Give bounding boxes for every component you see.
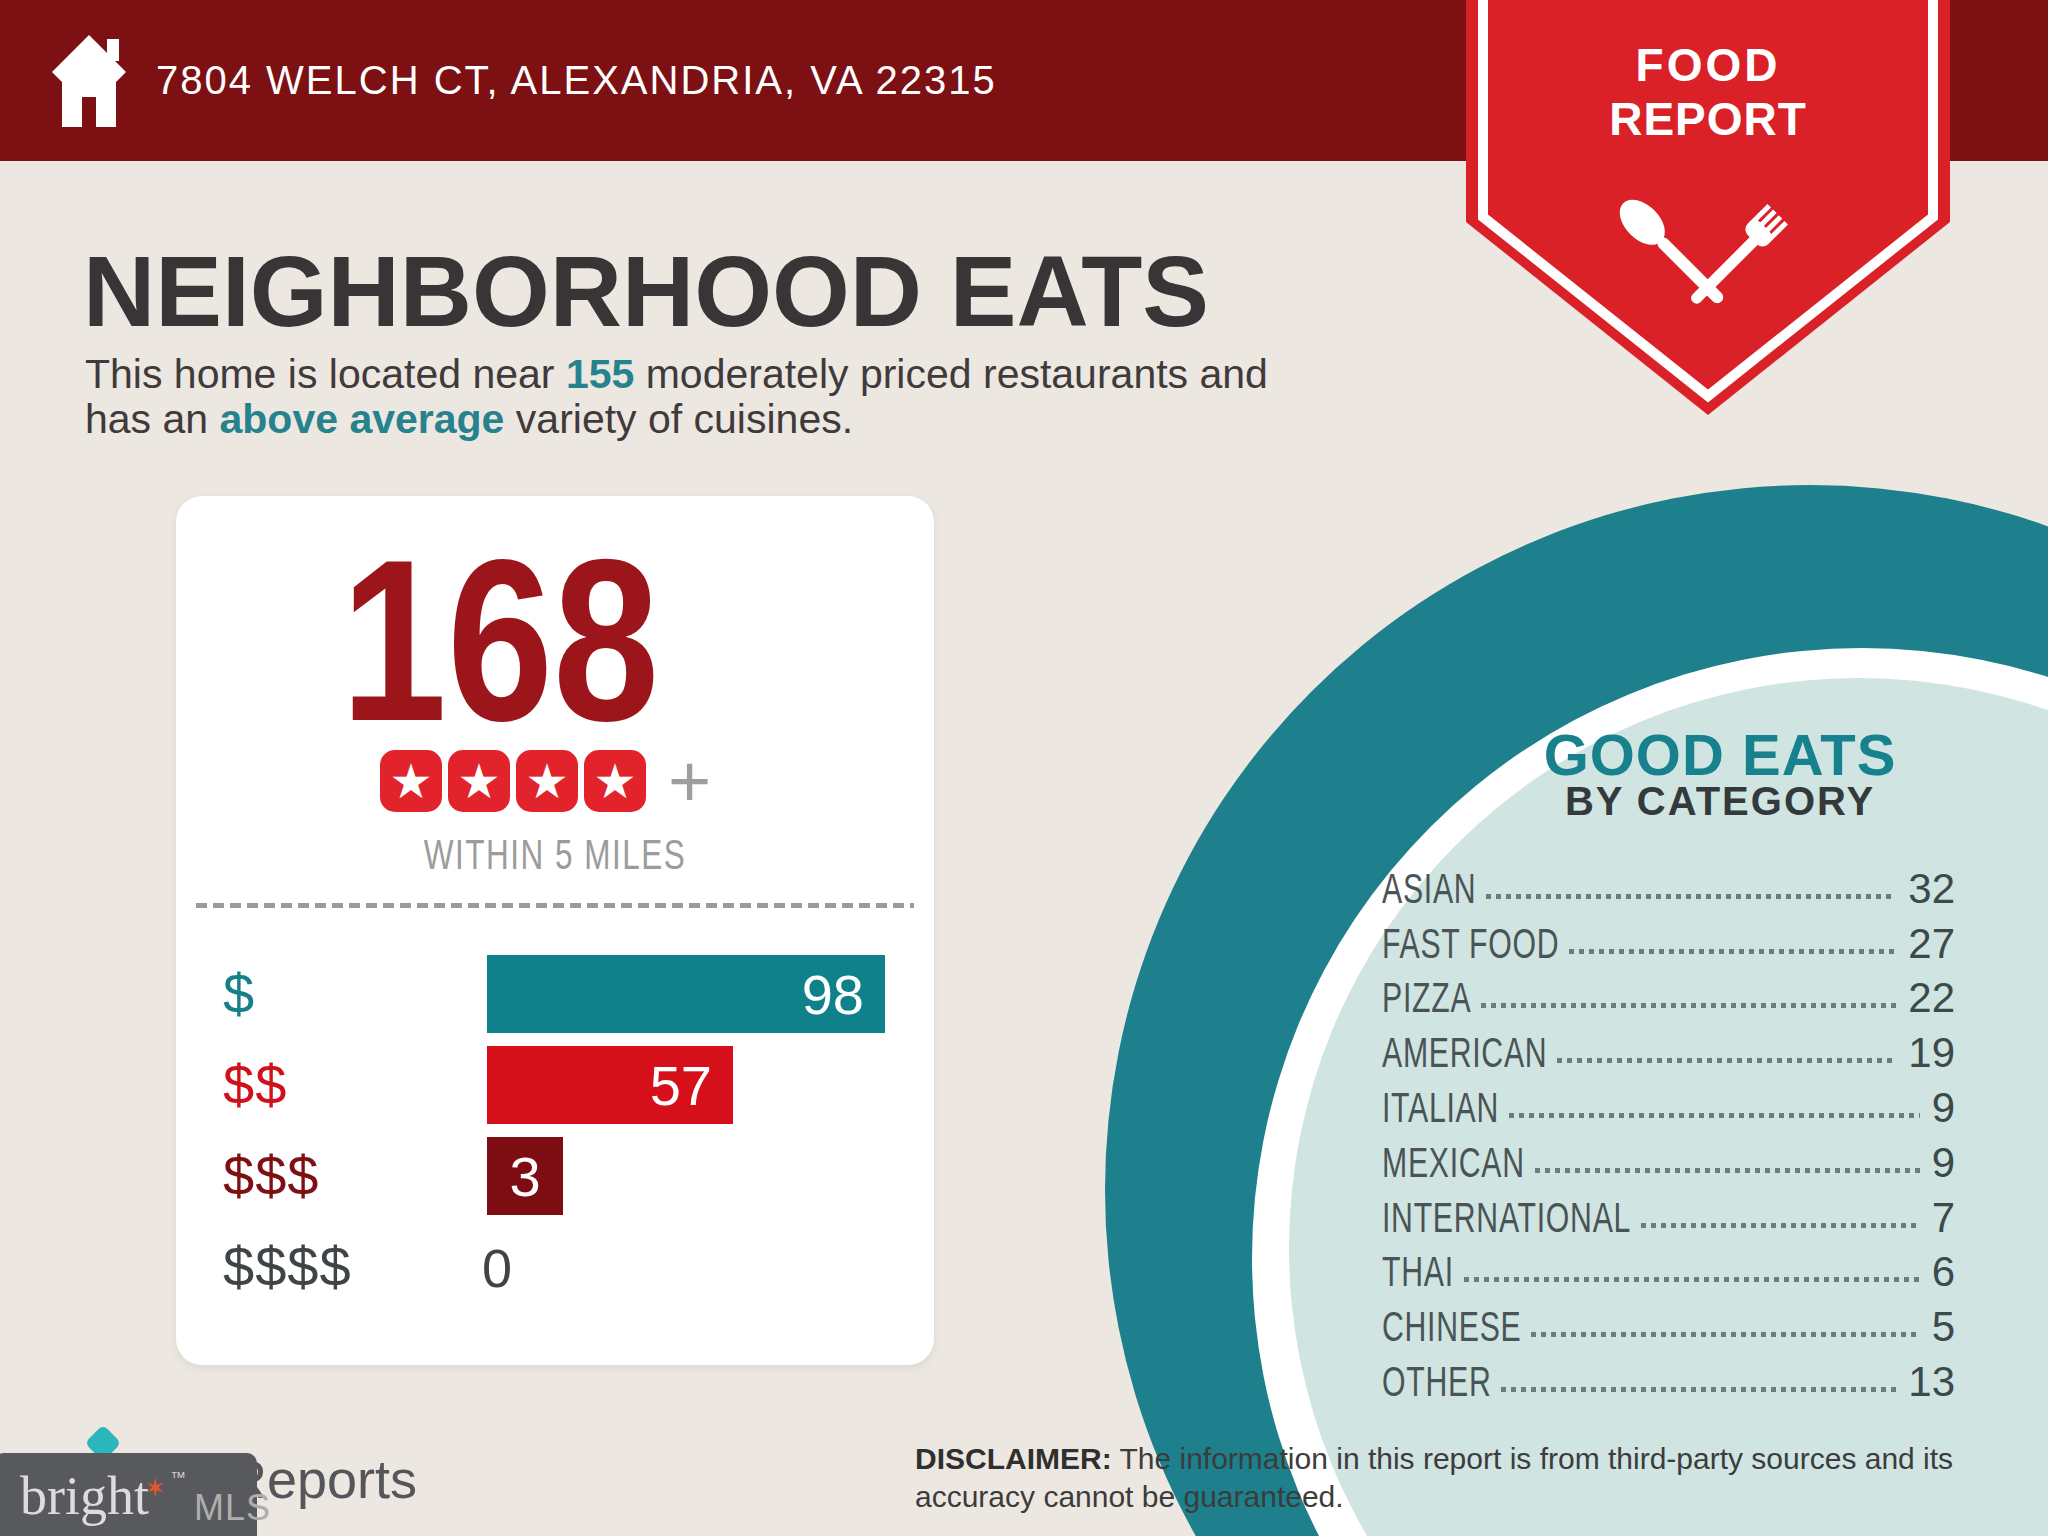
bright-logo-spark-icon: ✶ xyxy=(144,1473,166,1504)
cuisine-row: MEXICAN 9 xyxy=(1382,1133,1955,1188)
cuisine-label: MEXICAN xyxy=(1382,1138,1525,1188)
cuisine-count: 13 xyxy=(1908,1357,1955,1407)
disclaimer-label: DISCLAIMER: xyxy=(915,1442,1112,1475)
cuisine-label: THAI xyxy=(1382,1247,1454,1297)
cuisine-label: ASIAN xyxy=(1382,864,1476,914)
price-level-row: $$$ 3 xyxy=(176,1137,934,1215)
ribbon-title-line2: REPORT xyxy=(1491,92,1925,146)
price-level-value: 98 xyxy=(802,955,864,1033)
good-eats-subtitle: BY CATEGORY xyxy=(1430,779,2010,824)
price-level-value: 0 xyxy=(482,1228,512,1306)
intro-segment: has an xyxy=(85,396,208,442)
ribbon-title-line1: FOOD xyxy=(1491,38,1925,92)
cuisine-row: ITALIAN 9 xyxy=(1382,1078,1955,1133)
price-level-row: $98 xyxy=(176,955,934,1033)
dot-leader xyxy=(1557,1058,1896,1063)
star-icon: ★ xyxy=(516,750,578,812)
total-restaurants: 168 xyxy=(231,526,769,756)
cuisine-row: THAI 6 xyxy=(1382,1243,1955,1298)
cuisine-count: 7 xyxy=(1932,1193,1955,1243)
star-icon: ★ xyxy=(380,750,442,812)
cuisine-category-list: ASIAN32FAST FOOD27PIZZA22AMERICAN19ITALI… xyxy=(1382,859,1955,1407)
cuisine-label: FAST FOOD xyxy=(1382,919,1559,969)
cuisine-row: PIZZA 22 xyxy=(1382,969,1955,1024)
cuisine-label: PIZZA xyxy=(1382,973,1471,1023)
dot-leader xyxy=(1509,1113,1920,1118)
dot-leader xyxy=(1481,1003,1896,1008)
cuisine-row: CHINESE 5 xyxy=(1382,1297,1955,1352)
cuisine-count: 6 xyxy=(1932,1247,1955,1297)
page-title: NEIGHBORHOOD EATS xyxy=(83,234,1209,349)
cuisine-label: INTERNATIONAL xyxy=(1382,1193,1631,1243)
dot-leader xyxy=(1464,1277,1920,1282)
bright-logo-word: bright xyxy=(20,1465,149,1527)
cuisine-label: AMERICAN xyxy=(1382,1028,1547,1078)
dot-leader xyxy=(1531,1332,1919,1337)
dot-leader xyxy=(1569,949,1896,954)
good-eats-title: GOOD EATS xyxy=(1430,721,2010,788)
dot-leader xyxy=(1501,1387,1896,1392)
cuisine-count: 9 xyxy=(1932,1138,1955,1188)
price-level-label: $$$$ xyxy=(223,1228,352,1306)
price-level-value: 3 xyxy=(487,1137,563,1215)
cuisine-label: ITALIAN xyxy=(1382,1083,1499,1133)
variety-highlight: above average xyxy=(220,396,505,442)
dot-leader xyxy=(1641,1223,1920,1228)
price-level-label: $ xyxy=(223,955,255,1033)
star-rating: ★★★★+ xyxy=(380,750,711,812)
restaurant-summary-card: 168 ★★★★+ WITHIN 5 MILES $98$$57$$$3$$$$… xyxy=(176,496,934,1365)
bright-mls-logo: bright ✶ ™ MLS xyxy=(0,1453,257,1536)
cuisine-row: OTHER 13 xyxy=(1382,1352,1955,1407)
cuisine-count: 27 xyxy=(1908,919,1955,969)
cuisine-label: OTHER xyxy=(1382,1357,1491,1407)
cuisine-row: AMERICAN 19 xyxy=(1382,1023,1955,1078)
intro-text: This home is located near 155 moderately… xyxy=(85,352,1535,442)
cuisine-count: 9 xyxy=(1932,1083,1955,1133)
radius-label: WITHIN 5 MILES xyxy=(271,831,840,879)
price-level-label: $$ xyxy=(223,1046,287,1124)
dot-leader xyxy=(1486,894,1896,899)
cuisine-count: 5 xyxy=(1932,1302,1955,1352)
dashed-divider xyxy=(196,903,914,908)
price-level-value: 57 xyxy=(650,1046,712,1124)
price-level-row: $$$$ 0 xyxy=(176,1228,934,1306)
price-level-bar: 98 xyxy=(487,955,885,1033)
cuisine-row: ASIAN 32 xyxy=(1382,859,1955,914)
price-level-bar: 3 xyxy=(487,1137,563,1215)
price-level-label: $$$ xyxy=(223,1137,319,1215)
price-level-bar: 57 xyxy=(487,1046,733,1124)
intro-segment: moderately priced restaurants and xyxy=(646,351,1268,397)
star-icon: ★ xyxy=(448,750,510,812)
bright-logo-mls: MLS xyxy=(194,1487,271,1529)
price-level-row: $$ 57 xyxy=(176,1046,934,1124)
cuisine-row: INTERNATIONAL 7 xyxy=(1382,1188,1955,1243)
plus-sign: + xyxy=(668,750,711,812)
restaurant-count: 155 xyxy=(566,351,634,397)
bright-logo-tm: ™ xyxy=(170,1469,186,1487)
star-icon: ★ xyxy=(584,750,646,812)
cuisine-label: CHINESE xyxy=(1382,1302,1521,1352)
cuisine-count: 19 xyxy=(1908,1028,1955,1078)
ribbon-title: FOOD REPORT xyxy=(1491,38,1925,146)
intro-segment: This home is located near xyxy=(85,351,554,397)
cuisine-count: 32 xyxy=(1908,864,1955,914)
intro-segment: variety of cuisines. xyxy=(516,396,853,442)
cuisine-count: 22 xyxy=(1908,973,1955,1023)
food-report-infographic: 7804 WELCH CT, ALEXANDRIA, VA 22315 xyxy=(0,0,2048,1536)
dot-leader xyxy=(1535,1168,1920,1173)
disclaimer-text: DISCLAIMER: The information in this repo… xyxy=(915,1440,2015,1516)
cuisine-row: FAST FOOD 27 xyxy=(1382,914,1955,969)
